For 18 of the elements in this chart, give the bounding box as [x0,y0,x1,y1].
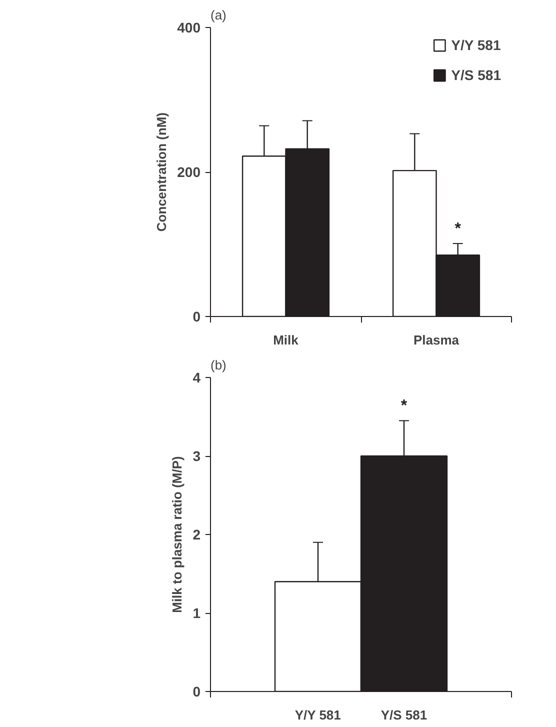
y-tick-label: 200 [177,164,201,180]
y-tick-label: 4 [192,370,201,386]
y-tick-label: 0 [192,308,201,324]
y-tick-label: 0 [192,684,201,700]
y-tick-label: 2 [192,526,201,542]
annotation: * [400,398,408,415]
y-tick-label: 400 [177,20,201,36]
legend-label: Y/S 581 [451,67,501,83]
x-tick-label: Milk [273,332,300,348]
annotation: * [454,220,462,238]
legend-label: Y/Y 581 [451,37,501,53]
x-tick-label: Plasma [413,332,460,348]
y-axis-title: Milk to plasma ratio (M/P) [170,456,185,613]
chart-title: (b) [210,358,226,372]
chart-title: (a) [210,8,226,22]
y-tick-label: 3 [192,448,201,464]
y-tick-label: 1 [192,605,201,621]
y-axis-title: Concentration (nM) [154,112,170,232]
